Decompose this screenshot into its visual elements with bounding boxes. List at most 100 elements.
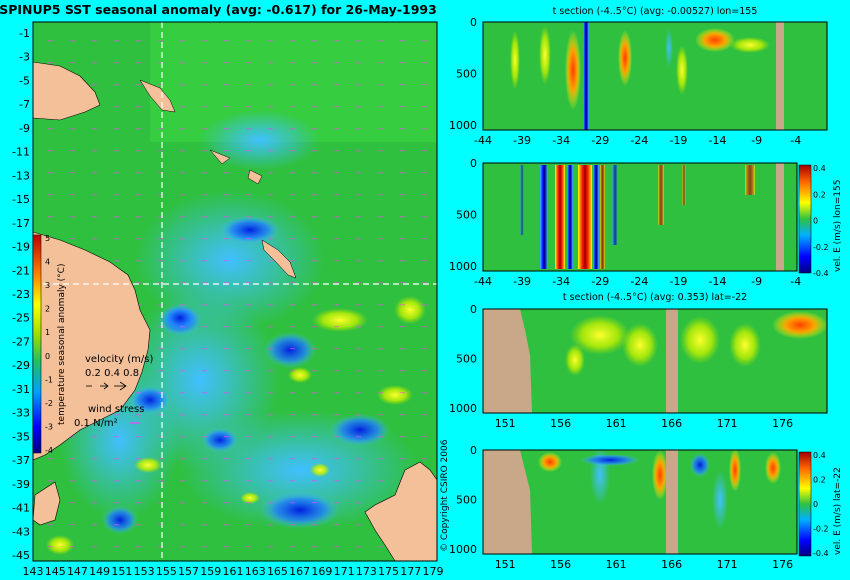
land-australia	[32, 231, 151, 461]
wind-arrow	[180, 282, 185, 284]
wind-arrow	[114, 414, 119, 416]
wind-arrow	[136, 150, 141, 152]
wind-arrow	[356, 216, 361, 218]
wind-arrow	[70, 524, 75, 526]
wind-arrow	[378, 480, 383, 482]
wind-arrow	[334, 238, 339, 240]
lat-tick-label: -19	[12, 241, 30, 254]
wind-arrow	[378, 216, 383, 218]
section-x-tick-label: 171	[717, 558, 738, 571]
wind-arrow	[312, 436, 317, 438]
lon-tick-label: 153	[134, 565, 155, 578]
temperature-colorbar-tick: 1	[45, 328, 50, 337]
wind-arrow	[356, 436, 361, 438]
panel-vel-lat: 0.4 0.2 0 -0.2 -0.4 vel. E (m/s) lat=-22	[482, 445, 843, 558]
wind-arrow	[334, 348, 339, 350]
velocity-colorbar-tick: -0.2	[813, 525, 829, 534]
wind-arrow	[158, 84, 163, 86]
wind-arrow	[158, 282, 163, 284]
wind-arrow	[268, 458, 273, 460]
wind-arrow	[246, 546, 251, 548]
panel-vel-lon-colorbar-label: vel. E (m/s) lon=155	[833, 180, 843, 272]
wind-arrow	[92, 150, 97, 152]
wind-arrow	[114, 238, 119, 240]
lat-tick-label: -33	[12, 407, 30, 420]
wind-arrow	[202, 348, 207, 350]
wind-arrow	[356, 84, 361, 86]
wind-arrow	[356, 326, 361, 328]
wind-arrow	[422, 128, 427, 130]
wind-arrow	[378, 106, 383, 108]
wind-arrow	[356, 524, 361, 526]
wind-arrow	[114, 524, 119, 526]
wind-arrow	[114, 260, 119, 262]
wind-arrow	[202, 282, 207, 284]
velocity-colorbar-tick: -0.4	[813, 269, 829, 278]
wind-arrow	[136, 502, 141, 504]
wind-arrow	[224, 128, 229, 130]
wind-arrow	[246, 392, 251, 394]
wind-arrow	[202, 84, 207, 86]
wind-arrow	[136, 260, 141, 262]
wind-arrow	[312, 172, 317, 174]
panel-vel-lon: 0.4 0.2 0 -0.2 -0.4 vel. E (m/s) lon=155	[482, 162, 843, 278]
wind-arrow	[290, 62, 295, 64]
wind-arrow	[422, 436, 427, 438]
wind-arrow	[224, 40, 229, 42]
wind-arrow	[268, 62, 273, 64]
lat-tick-label: -25	[12, 312, 30, 325]
wind-arrow	[378, 150, 383, 152]
wind-arrow	[48, 546, 53, 548]
wind-arrow	[114, 546, 119, 548]
wind-arrow	[290, 304, 295, 306]
wind-arrow	[246, 502, 251, 504]
wind-arrow	[400, 238, 405, 240]
wind-arrow	[246, 62, 251, 64]
wind-arrow	[334, 546, 339, 548]
wind-arrow	[312, 150, 317, 152]
section-x-tick-label: 176	[772, 417, 793, 430]
wind-arrow	[312, 84, 317, 86]
panel-t-lon-land	[776, 22, 784, 130]
wind-arrow	[92, 524, 97, 526]
velocity-colorbar-tick: 0	[813, 500, 818, 509]
lat-tick-label: -45	[12, 549, 30, 562]
wind-arrow	[378, 238, 383, 240]
lon-tick-label: 157	[178, 565, 199, 578]
wind-arrow	[136, 392, 141, 394]
wind-arrow	[312, 546, 317, 548]
wind-arrow	[70, 172, 75, 174]
wind-arrow	[202, 106, 207, 108]
wind-arrow	[202, 326, 207, 328]
wind-arrow	[334, 128, 339, 130]
wind-arrow	[312, 106, 317, 108]
depth-tick-label: 500	[456, 208, 477, 221]
wind-arrow	[246, 216, 251, 218]
wind-arrow	[422, 370, 427, 372]
land-new-britain	[139, 79, 176, 113]
wind-arrow	[378, 304, 383, 306]
wind-arrow	[224, 502, 229, 504]
velocity-legend-arrows	[86, 381, 127, 391]
wind-arrow	[202, 458, 207, 460]
section-axis-ticks: 0 500 1000 -44 -39 -34 -29 -24 -19 -14 -9 -4 0 500 100…	[449, 16, 801, 571]
panel-t-lat-plot	[483, 309, 827, 413]
wind-arrow	[312, 216, 317, 218]
wind-arrow	[202, 502, 207, 504]
wind-arrow	[290, 348, 295, 350]
wind-arrow	[400, 260, 405, 262]
lat-tick-label: -39	[12, 478, 30, 491]
wind-arrow	[334, 370, 339, 372]
section-x-tick-label: -24	[630, 275, 648, 288]
section-x-tick-label: -44	[474, 134, 492, 147]
wind-arrow	[48, 172, 53, 174]
wind-arrow	[268, 546, 273, 548]
panel-vel-lat-colorbar-ticks: 0.4 0.2 0 -0.2 -0.4	[813, 451, 829, 558]
wind-arrow	[268, 414, 273, 416]
sst-map: -1-3-5-7-9-11-13-15-17-19-21-23-25-27-29…	[12, 21, 444, 578]
temperature-colorbar-tick: -1	[45, 375, 53, 384]
lat-tick-label: -15	[12, 193, 30, 206]
wind-arrow	[312, 304, 317, 306]
lon-tick-labels: 143 145 147 149 151 153 155 157 159 161 163 165 167 1…	[23, 565, 444, 578]
temperature-colorbar-tick: 4	[45, 258, 50, 267]
